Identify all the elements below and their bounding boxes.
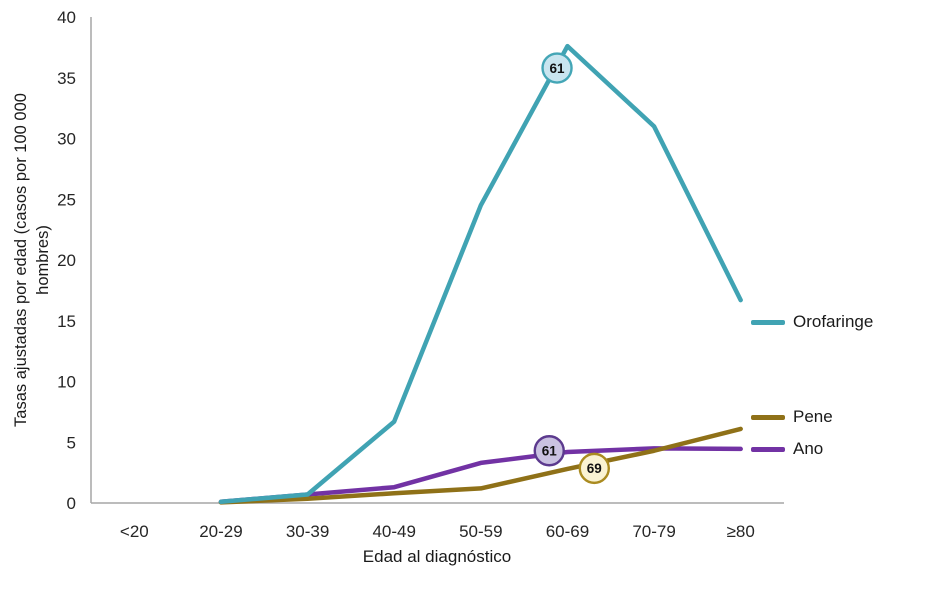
- y-tick-label: 35: [57, 69, 76, 88]
- legend-label-orofaringe: Orofaringe: [793, 312, 874, 331]
- y-tick-label: 20: [57, 251, 76, 270]
- x-tick-label: ≥80: [727, 522, 755, 541]
- legend-label-pene: Pene: [793, 407, 833, 426]
- annotation-circle-ano: [533, 435, 565, 467]
- annotation-label-ano: 61: [542, 444, 558, 459]
- x-tick-label: 30-39: [286, 522, 329, 541]
- annotation-circle-orofaringe: [541, 52, 573, 84]
- x-tick-label: 40-49: [372, 522, 415, 541]
- x-tick-label: <20: [120, 522, 149, 541]
- legend-item-pene: Pene: [751, 406, 833, 428]
- legend-item-ano: Ano: [751, 438, 823, 460]
- legend-swatch-pene: [751, 414, 785, 420]
- series-line-pene: [218, 426, 743, 505]
- y-tick-label: 25: [57, 190, 76, 209]
- annotation-label-orofaringe: 61: [550, 61, 566, 76]
- x-tick-label: 20-29: [199, 522, 242, 541]
- legend-swatch-orofaringe: [751, 319, 785, 325]
- annotation-circle-pene: [578, 452, 610, 485]
- x-axis-title: Edad al diagnóstico: [362, 547, 512, 566]
- series-line-orofaringe: [218, 43, 743, 505]
- y-axis-title: Tasas ajustadas por edad (casos por 100 …: [10, 10, 54, 510]
- y-tick-label: 10: [57, 373, 76, 392]
- y-tick-label: 5: [67, 433, 76, 452]
- y-tick-label: 40: [57, 8, 76, 27]
- x-tick-label: 70-79: [632, 522, 675, 541]
- annotation-label-pene: 69: [587, 461, 602, 476]
- y-axis-title-line2: hombres): [34, 225, 52, 295]
- y-axis-title-line1: Tasas ajustadas por edad (casos por 100 …: [12, 93, 30, 427]
- legend-item-orofaringe: Orofaringe: [751, 311, 873, 333]
- legend-swatch-ano: [751, 446, 785, 452]
- x-tick-label: 50-59: [459, 522, 502, 541]
- legend-label-ano: Ano: [793, 439, 824, 458]
- y-tick-label: 30: [57, 130, 76, 149]
- y-tick-label: 15: [57, 312, 76, 331]
- y-tick-label: 0: [67, 494, 76, 513]
- x-tick-label: 60-69: [546, 522, 589, 541]
